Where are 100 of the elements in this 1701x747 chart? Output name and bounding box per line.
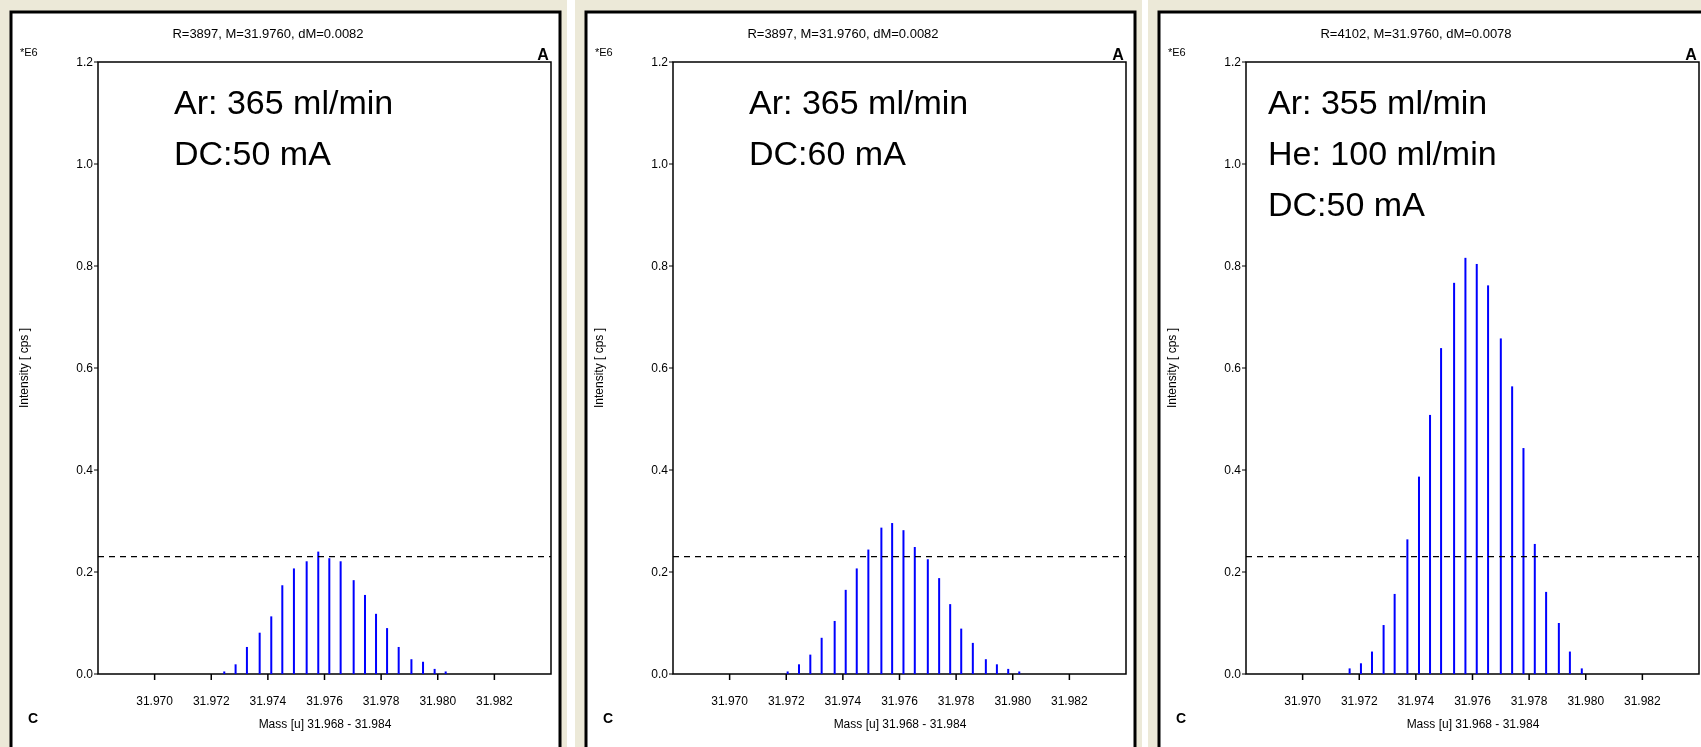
y-tick-label: 1.0 <box>76 157 94 171</box>
bar <box>913 547 916 674</box>
y-axis-title: Intensity [ cps ] <box>1165 327 1179 409</box>
x-tick-label: 31.982 <box>1051 694 1089 708</box>
bar <box>1440 348 1443 674</box>
chart-title: R=3897, M=31.9760, dM=0.0082 <box>172 26 364 41</box>
bar <box>1522 448 1525 674</box>
x-tick-label: 31.980 <box>994 694 1032 708</box>
bar <box>995 664 998 674</box>
bar <box>820 637 823 674</box>
bar <box>949 604 952 674</box>
annotation: Ar: 365 ml/min <box>749 83 969 121</box>
bar <box>855 568 858 674</box>
bar <box>444 671 447 674</box>
x-axis-title: Mass [u] 31.968 - 31.984 <box>833 717 967 731</box>
chart-title: R=4102, M=31.9760, dM=0.0078 <box>1320 26 1512 41</box>
bar <box>844 589 847 674</box>
x-tick-label: 31.978 <box>1510 694 1548 708</box>
x-tick-label: 31.974 <box>249 694 287 708</box>
y-tick-label: 1.2 <box>1224 55 1242 69</box>
bar <box>1453 282 1456 674</box>
bar <box>270 616 273 674</box>
text: C <box>602 710 614 726</box>
annotation: A <box>537 46 550 63</box>
bar <box>433 668 436 674</box>
bar <box>339 561 342 674</box>
y-tick-label: 0.4 <box>1224 463 1242 477</box>
bar <box>223 671 226 674</box>
y-tick-label: 0.6 <box>1224 361 1242 375</box>
bar <box>867 549 870 674</box>
y-tick-label: 1.0 <box>1224 157 1242 171</box>
y-tick-label: 1.0 <box>651 157 669 171</box>
x-tick-label: 31.976 <box>1454 694 1492 708</box>
bar <box>375 613 378 674</box>
bar <box>245 646 248 674</box>
bar <box>880 527 883 674</box>
x-axis-title: Mass [u] 31.968 - 31.984 <box>1406 717 1540 731</box>
bar <box>1348 668 1351 674</box>
bar <box>1557 623 1560 674</box>
x-tick-label: 31.972 <box>192 694 230 708</box>
bar <box>1359 663 1362 674</box>
x-tick-label: 31.970 <box>136 694 174 708</box>
y-tick-label: 1.2 <box>76 55 94 69</box>
bar <box>386 628 389 674</box>
bar <box>1406 539 1409 674</box>
bar <box>1382 625 1385 674</box>
x-tick-label: 31.970 <box>711 694 749 708</box>
bar <box>1429 414 1432 674</box>
annotation: A <box>1112 46 1125 63</box>
bar <box>833 620 836 674</box>
y-tick-label: 1.2 <box>651 55 669 69</box>
bar <box>363 594 366 674</box>
x-tick-label: 31.978 <box>362 694 400 708</box>
bar <box>281 585 284 674</box>
bar <box>960 628 963 674</box>
y-tick-label: 0.4 <box>651 463 669 477</box>
bar <box>1545 591 1548 674</box>
annotation: DC:50 mA <box>1268 185 1426 223</box>
bar <box>1393 593 1396 674</box>
annotation: Ar: 365 ml/min <box>174 83 394 121</box>
x-tick-label: 31.982 <box>476 694 514 708</box>
chart-title: R=3897, M=31.9760, dM=0.0082 <box>747 26 939 41</box>
y-tick-label: 0.8 <box>76 259 94 273</box>
annotation: A <box>1685 46 1698 63</box>
y-tick-label: 0.8 <box>1224 259 1242 273</box>
bar <box>1487 285 1490 674</box>
bar <box>786 671 789 674</box>
x-tick-label: 31.976 <box>306 694 344 708</box>
bar <box>797 664 800 674</box>
x-axis-title: Mass [u] 31.968 - 31.984 <box>258 717 392 731</box>
y-axis-title: Intensity [ cps ] <box>592 327 606 409</box>
x-tick-label: 31.972 <box>1340 694 1378 708</box>
y-tick-label: 0.2 <box>651 565 669 579</box>
bar <box>410 659 413 674</box>
text: *E6 <box>20 46 38 58</box>
annotation: Ar: 355 ml/min <box>1268 83 1488 121</box>
bar <box>1533 543 1536 674</box>
bar <box>1417 476 1420 674</box>
bar <box>1580 668 1583 674</box>
bar <box>971 642 974 674</box>
bar <box>317 551 320 674</box>
text: C <box>1175 710 1187 726</box>
x-tick-label: 31.976 <box>881 694 919 708</box>
bar <box>1568 651 1571 674</box>
bar <box>352 580 355 674</box>
bar <box>1499 338 1502 674</box>
bar <box>1511 386 1514 674</box>
y-tick-label: 0.0 <box>651 667 669 681</box>
text: *E6 <box>595 46 613 58</box>
bar <box>258 632 261 674</box>
text: C <box>27 710 39 726</box>
x-tick-label: 31.974 <box>824 694 862 708</box>
annotation: DC:60 mA <box>749 134 907 172</box>
bar <box>891 523 894 674</box>
bar <box>305 561 308 674</box>
x-tick-label: 31.974 <box>1397 694 1435 708</box>
bar <box>1370 651 1373 674</box>
annotation: DC:50 mA <box>174 134 332 172</box>
annotation: He: 100 ml/min <box>1268 134 1497 172</box>
y-tick-label: 0.4 <box>76 463 94 477</box>
